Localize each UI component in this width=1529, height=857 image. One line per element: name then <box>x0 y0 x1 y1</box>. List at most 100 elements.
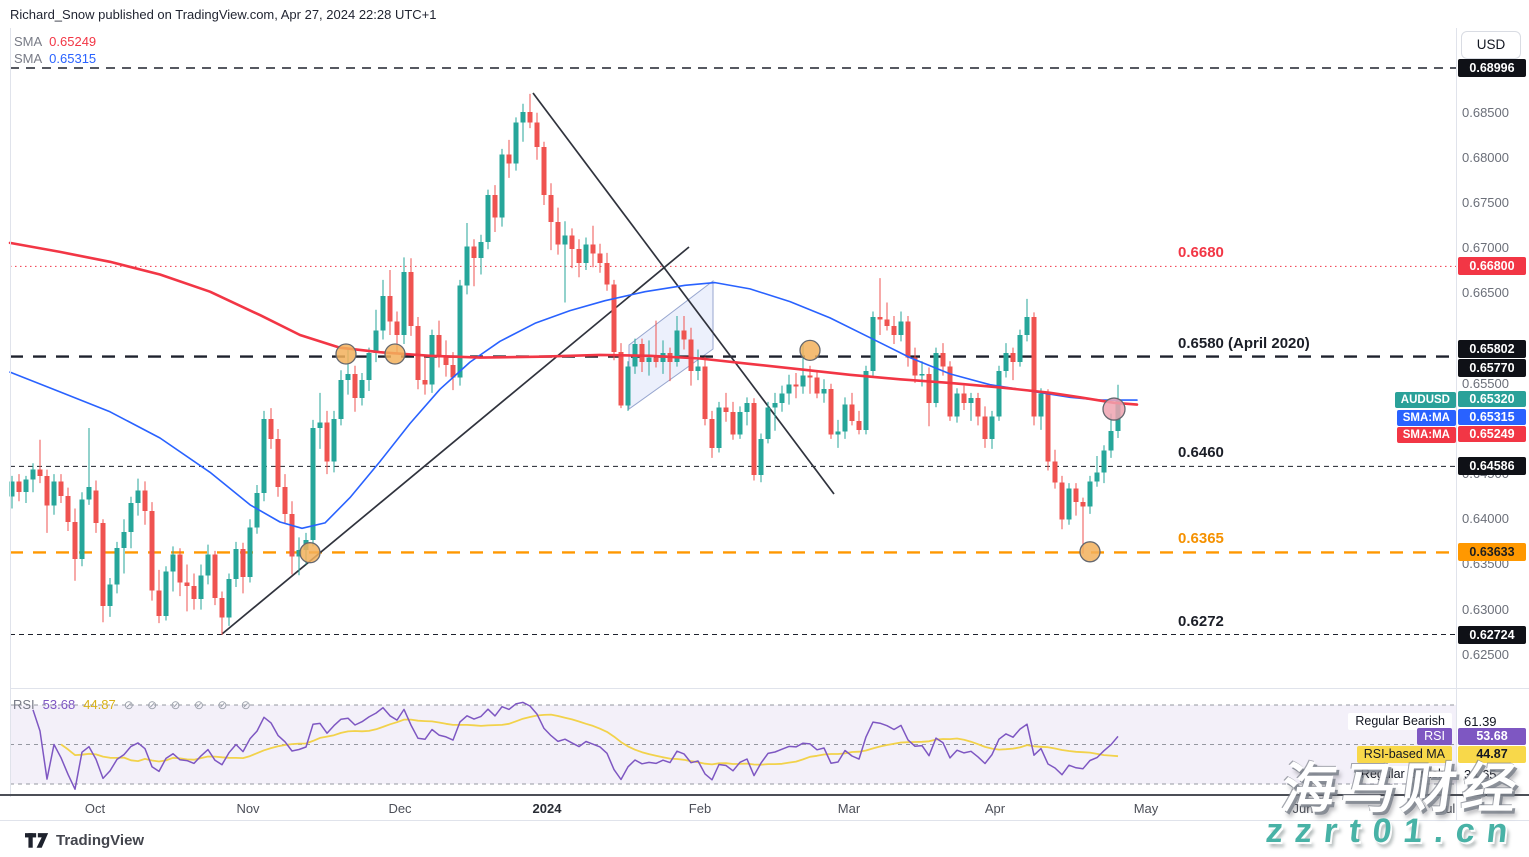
candle-body <box>1059 482 1065 520</box>
candle-body <box>37 469 43 476</box>
time-axis-month[interactable]: Dec <box>388 801 412 816</box>
rsi-axis-separator[interactable] <box>0 794 1529 796</box>
time-axis-month[interactable]: Nov <box>236 801 260 816</box>
series-value-tag: 0.65320 <box>1458 391 1526 407</box>
legend-sma-blue[interactable]: SMA 0.65315 <box>14 51 96 66</box>
time-axis-month[interactable]: Feb <box>688 801 712 816</box>
marker-circle-orange[interactable] <box>384 343 406 365</box>
rsi-ma-line[interactable] <box>60 713 1119 766</box>
candle-body <box>310 428 316 541</box>
trendline-0[interactable] <box>221 246 690 635</box>
rsi-indicator-legend[interactable]: RSI 53.68 44.87 ⊘ ⊘ ⊘ ⊘ ⊘ ⊘ <box>13 697 256 712</box>
candle-body <box>380 296 386 331</box>
candle-body <box>695 366 701 372</box>
marker-circle-orange[interactable] <box>1079 541 1101 563</box>
candle-body <box>93 490 99 523</box>
axis-price-tag: 0.65802 <box>1458 340 1526 358</box>
candle-body <box>1073 488 1079 503</box>
candle-body <box>744 402 750 412</box>
candle-body <box>1066 488 1072 520</box>
axis-price-tag: 0.65770 <box>1458 359 1526 377</box>
pane-splitter[interactable] <box>10 688 1529 689</box>
candle-body <box>737 411 743 435</box>
rsi-line[interactable] <box>32 701 1119 790</box>
candle-body <box>429 335 435 385</box>
candle-body <box>940 353 946 367</box>
time-axis-month[interactable]: Jun <box>1292 801 1314 816</box>
candle-body <box>709 419 715 448</box>
candle-body <box>107 584 113 607</box>
legend-sma-red[interactable]: SMA 0.65249 <box>14 34 96 49</box>
candle-body <box>1101 450 1107 473</box>
candle-body <box>422 380 428 385</box>
candle-body <box>534 122 540 148</box>
candle-body <box>877 316 883 320</box>
marker-circle-orange[interactable] <box>335 343 357 365</box>
candle-body <box>387 296 393 322</box>
candle-body <box>947 366 953 417</box>
candle-body <box>821 389 827 394</box>
candle-body <box>891 325 897 336</box>
candle-body <box>527 111 533 123</box>
candle-body <box>86 486 92 500</box>
trendline-1[interactable] <box>532 92 835 495</box>
sma-blue-line[interactable] <box>9 281 1138 530</box>
axis-price-tag: 0.68996 <box>1458 59 1526 77</box>
candle-body <box>758 438 764 476</box>
candle-body <box>583 244 589 263</box>
currency-toggle-button[interactable]: USD <box>1461 31 1521 59</box>
marker-circle-orange[interactable] <box>799 339 821 362</box>
candle-body <box>212 554 218 598</box>
time-axis-month[interactable]: Jul <box>1438 801 1456 816</box>
indicator-toolbar-icons[interactable]: ⊘ ⊘ ⊘ ⊘ ⊘ ⊘ <box>123 697 256 712</box>
time-axis-month[interactable]: Oct <box>84 801 106 816</box>
marker-circle-orange[interactable] <box>299 542 321 564</box>
candle-body <box>177 554 183 583</box>
candle-body <box>450 364 456 378</box>
candle-body <box>961 393 967 403</box>
candle-body <box>184 582 190 587</box>
price-axis-border[interactable] <box>1456 28 1457 820</box>
candle-body <box>72 521 78 560</box>
candle-body <box>254 493 260 528</box>
sma-red-line[interactable] <box>8 241 1139 406</box>
level-label-1: 0.6680 <box>1178 244 1224 262</box>
sma-blue-value: 0.65315 <box>49 51 97 66</box>
rsi-right-label: Regular Bearish <box>1348 713 1452 730</box>
candle-body <box>968 398 974 403</box>
level-label-3: 0.6460 <box>1178 444 1224 462</box>
price-tick-label: 0.68000 <box>1462 149 1509 165</box>
time-axis-month[interactable]: Apr <box>984 801 1006 816</box>
time-axis-month[interactable]: May <box>1133 801 1159 816</box>
candle-body <box>163 571 169 616</box>
candle-body <box>338 380 344 420</box>
candle-body <box>268 419 274 439</box>
candle-body <box>149 511 155 591</box>
tradingview-attribution[interactable]: TradingView <box>25 830 144 850</box>
candle-body <box>478 241 484 259</box>
candle-body <box>331 419 337 462</box>
axis-price-tag: 0.62724 <box>1458 625 1526 644</box>
candle-body <box>219 597 225 618</box>
time-axis-month[interactable]: 2024 <box>532 801 562 816</box>
candle-body <box>506 154 512 164</box>
candle-body <box>65 495 71 522</box>
level-label-4: 0.6365 <box>1178 530 1224 548</box>
candle-body <box>576 249 582 263</box>
candle-body <box>51 481 57 506</box>
rsi-right-value: 44.87 <box>1458 745 1526 763</box>
candle-body <box>289 513 295 557</box>
candle-body <box>191 586 197 599</box>
marker-circle-pink[interactable] <box>1102 397 1126 421</box>
level-label-5: 0.6272 <box>1178 612 1224 630</box>
candle-body <box>674 330 680 363</box>
pane-left-border <box>10 28 11 797</box>
candle-body <box>373 330 379 354</box>
candle-body <box>142 490 148 512</box>
candle-body <box>604 262 610 285</box>
candle-body <box>618 352 624 406</box>
candle-body <box>975 398 981 417</box>
candle-body <box>317 422 323 429</box>
time-axis-month[interactable]: Mar <box>837 801 861 816</box>
